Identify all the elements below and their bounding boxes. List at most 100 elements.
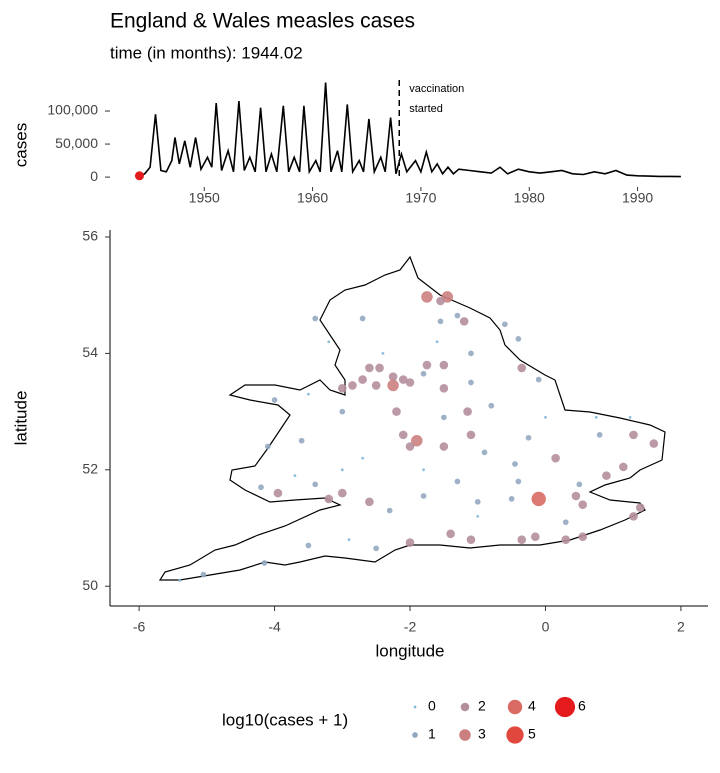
point [474,498,481,505]
point [481,449,488,456]
legend-label: 6 [578,698,586,714]
point [446,529,455,539]
point [348,381,357,390]
line-series [139,82,681,178]
point [629,430,638,440]
point [468,379,474,386]
annotation: vaccination [409,83,464,95]
current-point [134,171,144,181]
point [411,434,423,447]
legend-label: 3 [478,726,486,742]
x-tick-label: -6 [133,619,146,635]
point [488,402,495,409]
x-tick-label: -2 [404,619,417,635]
point [468,350,474,357]
chart-subtitle: time (in months): 1944.02 [110,43,303,62]
point [571,491,581,501]
legend-label: 5 [528,726,536,742]
point [271,397,278,403]
x-tick-label: -4 [268,619,281,635]
y-tick-label: 100,000 [47,102,98,118]
point [324,494,334,504]
point [373,545,380,552]
point [576,481,583,488]
point [337,384,347,393]
x-tick-label: 2 [677,619,685,635]
point [476,514,480,518]
point [551,453,560,463]
point [544,416,547,419]
point [340,468,344,472]
point [466,430,476,440]
point [439,442,449,451]
point [392,407,401,416]
legend-marker [459,729,471,741]
point [439,384,449,393]
point [531,532,540,542]
point [388,372,398,381]
y-tick-label: 56 [82,228,98,244]
point [405,378,415,387]
legend-label: 0 [428,698,436,714]
point [578,500,588,510]
point [371,381,381,390]
point [339,408,346,415]
point [512,461,518,467]
point [515,478,522,485]
point [602,471,611,480]
chart-title: England & Wales measles cases [110,10,415,33]
point [386,507,393,514]
point [365,497,374,507]
y-axis-label: cases [11,123,30,167]
point [405,442,415,451]
point [264,443,271,450]
annotation: started [409,103,443,115]
legend-marker [554,696,576,718]
legend-marker [507,699,523,715]
y-tick-label: 0 [90,168,98,184]
point [420,370,427,377]
point [273,488,283,498]
point [305,542,312,549]
point [178,578,182,582]
point [454,478,461,485]
point [365,363,374,373]
point [596,432,603,438]
point [258,484,264,491]
point [381,351,385,355]
legend-marker [460,702,470,712]
legend-title: log10(cases + 1) [222,710,348,729]
legend-label: 4 [528,698,536,714]
point [312,315,319,322]
point [435,340,439,344]
x-tick-label: 0 [542,619,550,635]
y-tick-label: 52 [82,461,98,477]
point [422,360,432,370]
point [293,474,297,478]
point [405,538,415,547]
point [327,340,331,344]
y-tick-label: 54 [82,344,98,360]
legend-marker [506,726,524,744]
y-tick-label: 50,000 [55,135,98,151]
point [466,535,476,544]
point [398,375,408,384]
x-tick-label: 1950 [189,190,220,206]
point [398,430,408,440]
legend-label: 1 [428,726,436,742]
point [594,416,598,419]
point [422,468,425,472]
point [421,291,433,303]
point [312,481,319,488]
point [436,296,445,306]
point [535,376,542,383]
point [454,312,461,319]
x-tick-label: 1980 [514,190,545,206]
point [517,535,527,544]
point [439,360,449,370]
map-outline [158,255,666,581]
point [307,392,310,396]
point [628,416,632,419]
point [463,407,472,416]
